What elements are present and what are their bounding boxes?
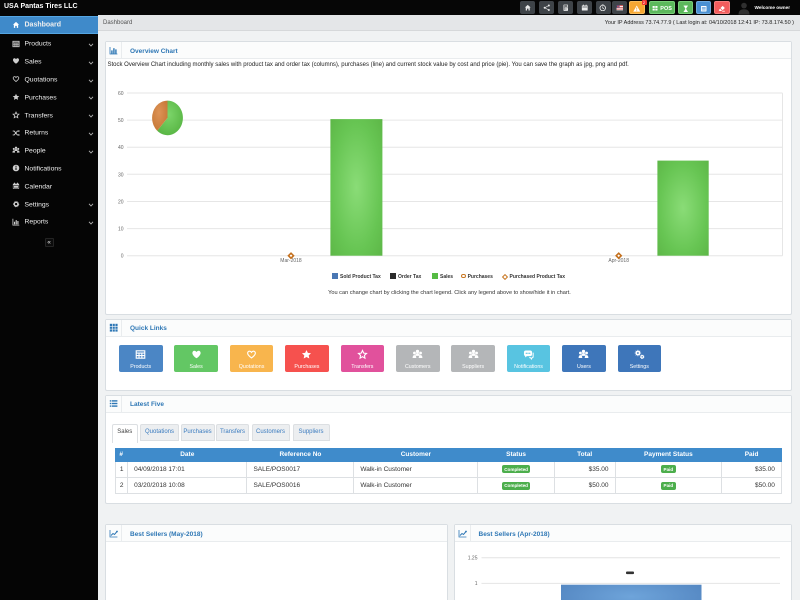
svg-text:30: 30 [118,172,124,178]
svg-text:1: 1 [474,581,477,587]
svg-text:50: 50 [118,118,124,124]
svg-text:60: 60 [118,91,124,97]
svg-text:10: 10 [118,227,124,233]
svg-text:1.25: 1.25 [467,556,477,562]
svg-text:0: 0 [121,254,124,260]
svg-text:20: 20 [118,200,124,206]
svg-text:40: 40 [118,145,124,151]
svg-text:Mar-2018: Mar-2018 [280,258,302,264]
svg-text:Apr-2018: Apr-2018 [608,258,629,264]
